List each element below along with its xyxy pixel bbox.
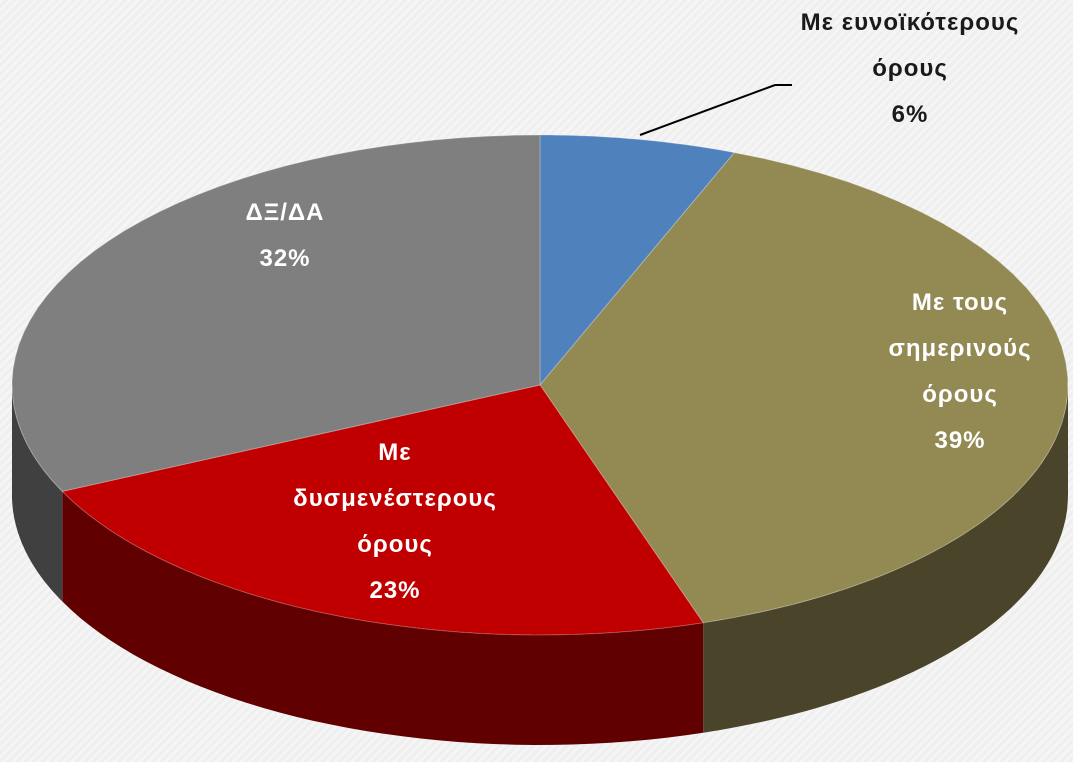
data-label: ΔΞ/ΔΑ 32%	[210, 190, 360, 282]
pie-slice	[61, 384, 705, 636]
leader-line	[639, 84, 792, 136]
category-label: ΔΞ/ΔΑ	[245, 199, 325, 226]
value-label: 39%	[934, 427, 986, 454]
pie-side	[703, 385, 1068, 733]
value-label: 32%	[259, 245, 311, 272]
data-label: Με ευνοϊκότερους όρους 6%	[785, 0, 1035, 138]
value-label: 6%	[891, 101, 929, 128]
pie-slice	[539, 152, 1069, 624]
pie-side	[12, 385, 63, 602]
data-label: Με δυσμενέστερους όρους 23%	[275, 430, 515, 614]
pie-slice	[539, 134, 736, 387]
value-label: 23%	[369, 577, 421, 604]
pie-side	[62, 491, 704, 745]
category-label: Με τους σημερινούς όρους	[888, 289, 1032, 408]
category-label: Με ευνοϊκότερους όρους	[800, 9, 1020, 82]
category-label: Με δυσμενέστερους όρους	[293, 439, 497, 558]
data-label: Με τους σημερινούς όρους 39%	[850, 280, 1070, 464]
pie-slice	[11, 134, 541, 492]
